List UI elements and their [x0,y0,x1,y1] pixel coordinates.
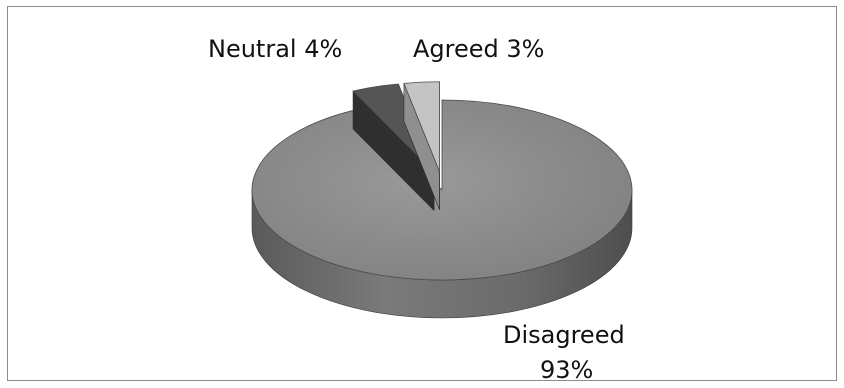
slice-disagreed [251,99,633,281]
slice-agreed [403,81,440,172]
label-disagreed-name: Disagreed [503,321,625,349]
slice-neutral [352,83,435,173]
label-neutral: Neutral 4% [208,35,342,63]
label-disagreed-value: 93% [540,356,593,384]
label-agreed: Agreed 3% [413,35,544,63]
